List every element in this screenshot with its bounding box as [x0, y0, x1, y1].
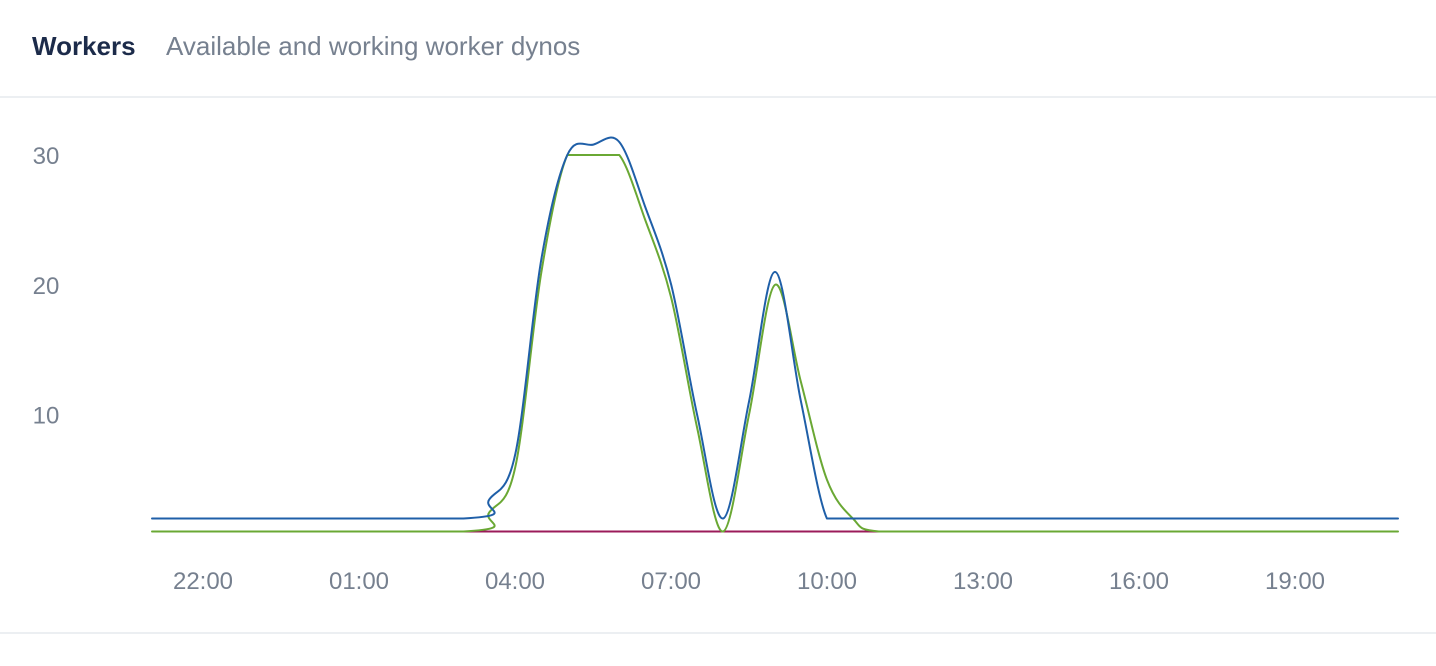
divider	[0, 632, 1436, 634]
x-tick-label: 01:00	[329, 568, 389, 595]
y-tick-label: 10	[33, 403, 60, 430]
workers-line-chart: 10 20 30 22:00 01:00 04:00 07:00 10:00 13:00 16:0…	[33, 136, 1399, 595]
series-line-working	[151, 154, 1399, 533]
card-header: Workers Available and working worker dyn…	[0, 0, 1436, 98]
x-tick-label: 22:00	[173, 568, 233, 595]
x-tick-label: 04:00	[485, 568, 545, 595]
chart-title: Workers	[32, 31, 136, 61]
x-tick-label: 19:00	[1265, 568, 1325, 595]
y-tick-label: 30	[33, 143, 60, 170]
x-tick-label: 07:00	[641, 568, 701, 595]
y-tick-label: 20	[33, 273, 60, 300]
x-tick-label: 16:00	[1109, 568, 1169, 595]
x-tick-label: 13:00	[953, 568, 1013, 595]
series-line-available	[151, 136, 1399, 520]
x-tick-label: 10:00	[797, 568, 857, 595]
chart-subtitle: Available and working worker dynos	[166, 31, 581, 61]
chart-area: 10 20 30 22:00 01:00 04:00 07:00 10:00 13:00 16:0…	[0, 98, 1436, 632]
